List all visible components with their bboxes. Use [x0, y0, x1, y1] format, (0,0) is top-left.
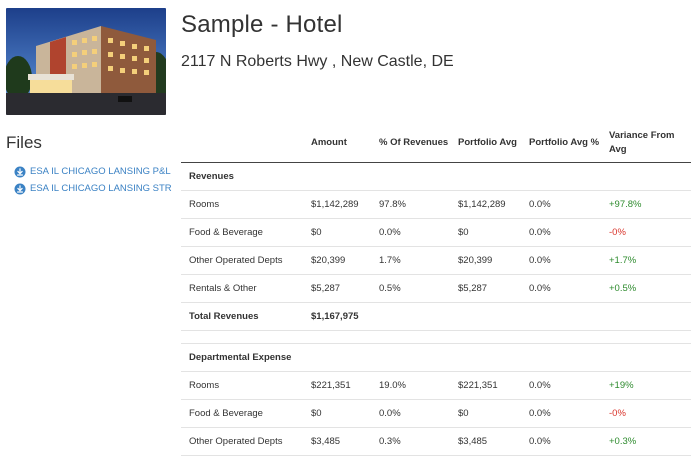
row-variance: +0.3%: [609, 427, 691, 456]
row-portfolio-avg: $0: [458, 399, 529, 428]
row-amount: $20,399: [311, 246, 379, 275]
row-name: Other Operated Depts: [181, 246, 311, 275]
row-portfolio-avg-pct: 0.0%: [529, 274, 609, 303]
table-row: Food & Beverage $0 0.0% $0 0.0% -0%: [181, 399, 691, 428]
row-pct-revenues: 1.7%: [379, 246, 458, 275]
section-label: Revenues: [181, 162, 311, 191]
table-row: Rentals & Other $5,287 0.5% $5,287 0.0% +0.5%: [181, 274, 691, 303]
col-header-portfolio-avg-pct: Portfolio Avg %: [529, 124, 609, 163]
total-label: Total Revenues: [181, 302, 311, 331]
row-portfolio-avg: $0: [458, 218, 529, 247]
section-row-departmental-expense: Departmental Expense: [181, 343, 691, 372]
download-icon: [14, 183, 26, 194]
row-portfolio-avg: $20,399: [458, 246, 529, 275]
file-link-str[interactable]: ESA IL CHICAGO LANSING STR: [14, 180, 172, 197]
row-variance: +97.8%: [609, 190, 691, 219]
table-row: Other Operated Depts $20,399 1.7% $20,399 0.…: [181, 246, 691, 275]
spacer-row: [181, 330, 691, 344]
table-row: Rooms $221,351 19.0% $221,351 0.0% +19%: [181, 371, 691, 400]
table-row: Food & Beverage $0 0.0% $0 0.0% -0%: [181, 218, 691, 247]
row-amount: $5,287: [311, 274, 379, 303]
table-row: Other Operated Depts $3,485 0.3% $3,485 0.0%…: [181, 427, 691, 456]
property-title: Sample - Hotel: [181, 11, 343, 38]
property-address: 2117 N Roberts Hwy , New Castle, DE: [181, 53, 454, 70]
row-portfolio-avg-pct: 0.0%: [529, 246, 609, 275]
file-list: ESA IL CHICAGO LANSING P&L ESA IL CHICAG…: [14, 163, 172, 197]
pl-table: Amount % Of Revenues Portfolio Avg Portf…: [181, 124, 691, 456]
row-variance: -0%: [609, 399, 691, 428]
row-variance: +0.5%: [609, 274, 691, 303]
file-label[interactable]: ESA IL CHICAGO LANSING STR: [30, 183, 172, 194]
row-portfolio-avg-pct: 0.0%: [529, 190, 609, 219]
row-amount: $3,485: [311, 427, 379, 456]
row-name: Rentals & Other: [181, 274, 311, 303]
row-portfolio-avg-pct: 0.0%: [529, 218, 609, 247]
col-header-amount: Amount: [311, 124, 379, 163]
row-portfolio-avg: $221,351: [458, 371, 529, 400]
row-pct-revenues: 0.0%: [379, 399, 458, 428]
row-pct-revenues: 0.5%: [379, 274, 458, 303]
col-header-variance: Variance From Avg: [609, 124, 691, 163]
row-variance: +1.7%: [609, 246, 691, 275]
download-icon: [14, 166, 26, 177]
row-portfolio-avg-pct: 0.0%: [529, 427, 609, 456]
file-label[interactable]: ESA IL CHICAGO LANSING P&L: [30, 166, 171, 177]
table-header-row: Amount % Of Revenues Portfolio Avg Portf…: [181, 124, 691, 163]
row-name: Food & Beverage: [181, 399, 311, 428]
row-variance: +19%: [609, 371, 691, 400]
row-name: Rooms: [181, 371, 311, 400]
files-heading: Files: [6, 133, 42, 152]
row-amount: $0: [311, 399, 379, 428]
section-label: Departmental Expense: [181, 343, 311, 372]
total-revenues-row: Total Revenues $1,167,975: [181, 302, 691, 331]
row-variance: -0%: [609, 218, 691, 247]
row-amount: $1,142,289: [311, 190, 379, 219]
row-portfolio-avg-pct: 0.0%: [529, 399, 609, 428]
col-header-portfolio-avg: Portfolio Avg: [458, 124, 529, 163]
row-portfolio-avg-pct: 0.0%: [529, 371, 609, 400]
row-name: Other Operated Depts: [181, 427, 311, 456]
col-header-name: [181, 124, 311, 163]
table-row: Rooms $1,142,289 97.8% $1,142,289 0.0% +97.8%: [181, 190, 691, 219]
row-amount: $0: [311, 218, 379, 247]
row-pct-revenues: 19.0%: [379, 371, 458, 400]
row-pct-revenues: 0.3%: [379, 427, 458, 456]
total-amount: $1,167,975: [311, 302, 379, 331]
section-row-revenues: Revenues: [181, 162, 691, 191]
row-portfolio-avg: $5,287: [458, 274, 529, 303]
row-name: Food & Beverage: [181, 218, 311, 247]
row-amount: $221,351: [311, 371, 379, 400]
file-link-pl[interactable]: ESA IL CHICAGO LANSING P&L: [14, 163, 172, 180]
row-portfolio-avg: $1,142,289: [458, 190, 529, 219]
row-portfolio-avg: $3,485: [458, 427, 529, 456]
row-pct-revenues: 97.8%: [379, 190, 458, 219]
col-header-pct-revenues: % Of Revenues: [379, 124, 458, 163]
row-pct-revenues: 0.0%: [379, 218, 458, 247]
row-name: Rooms: [181, 190, 311, 219]
hotel-photo: [6, 8, 166, 115]
